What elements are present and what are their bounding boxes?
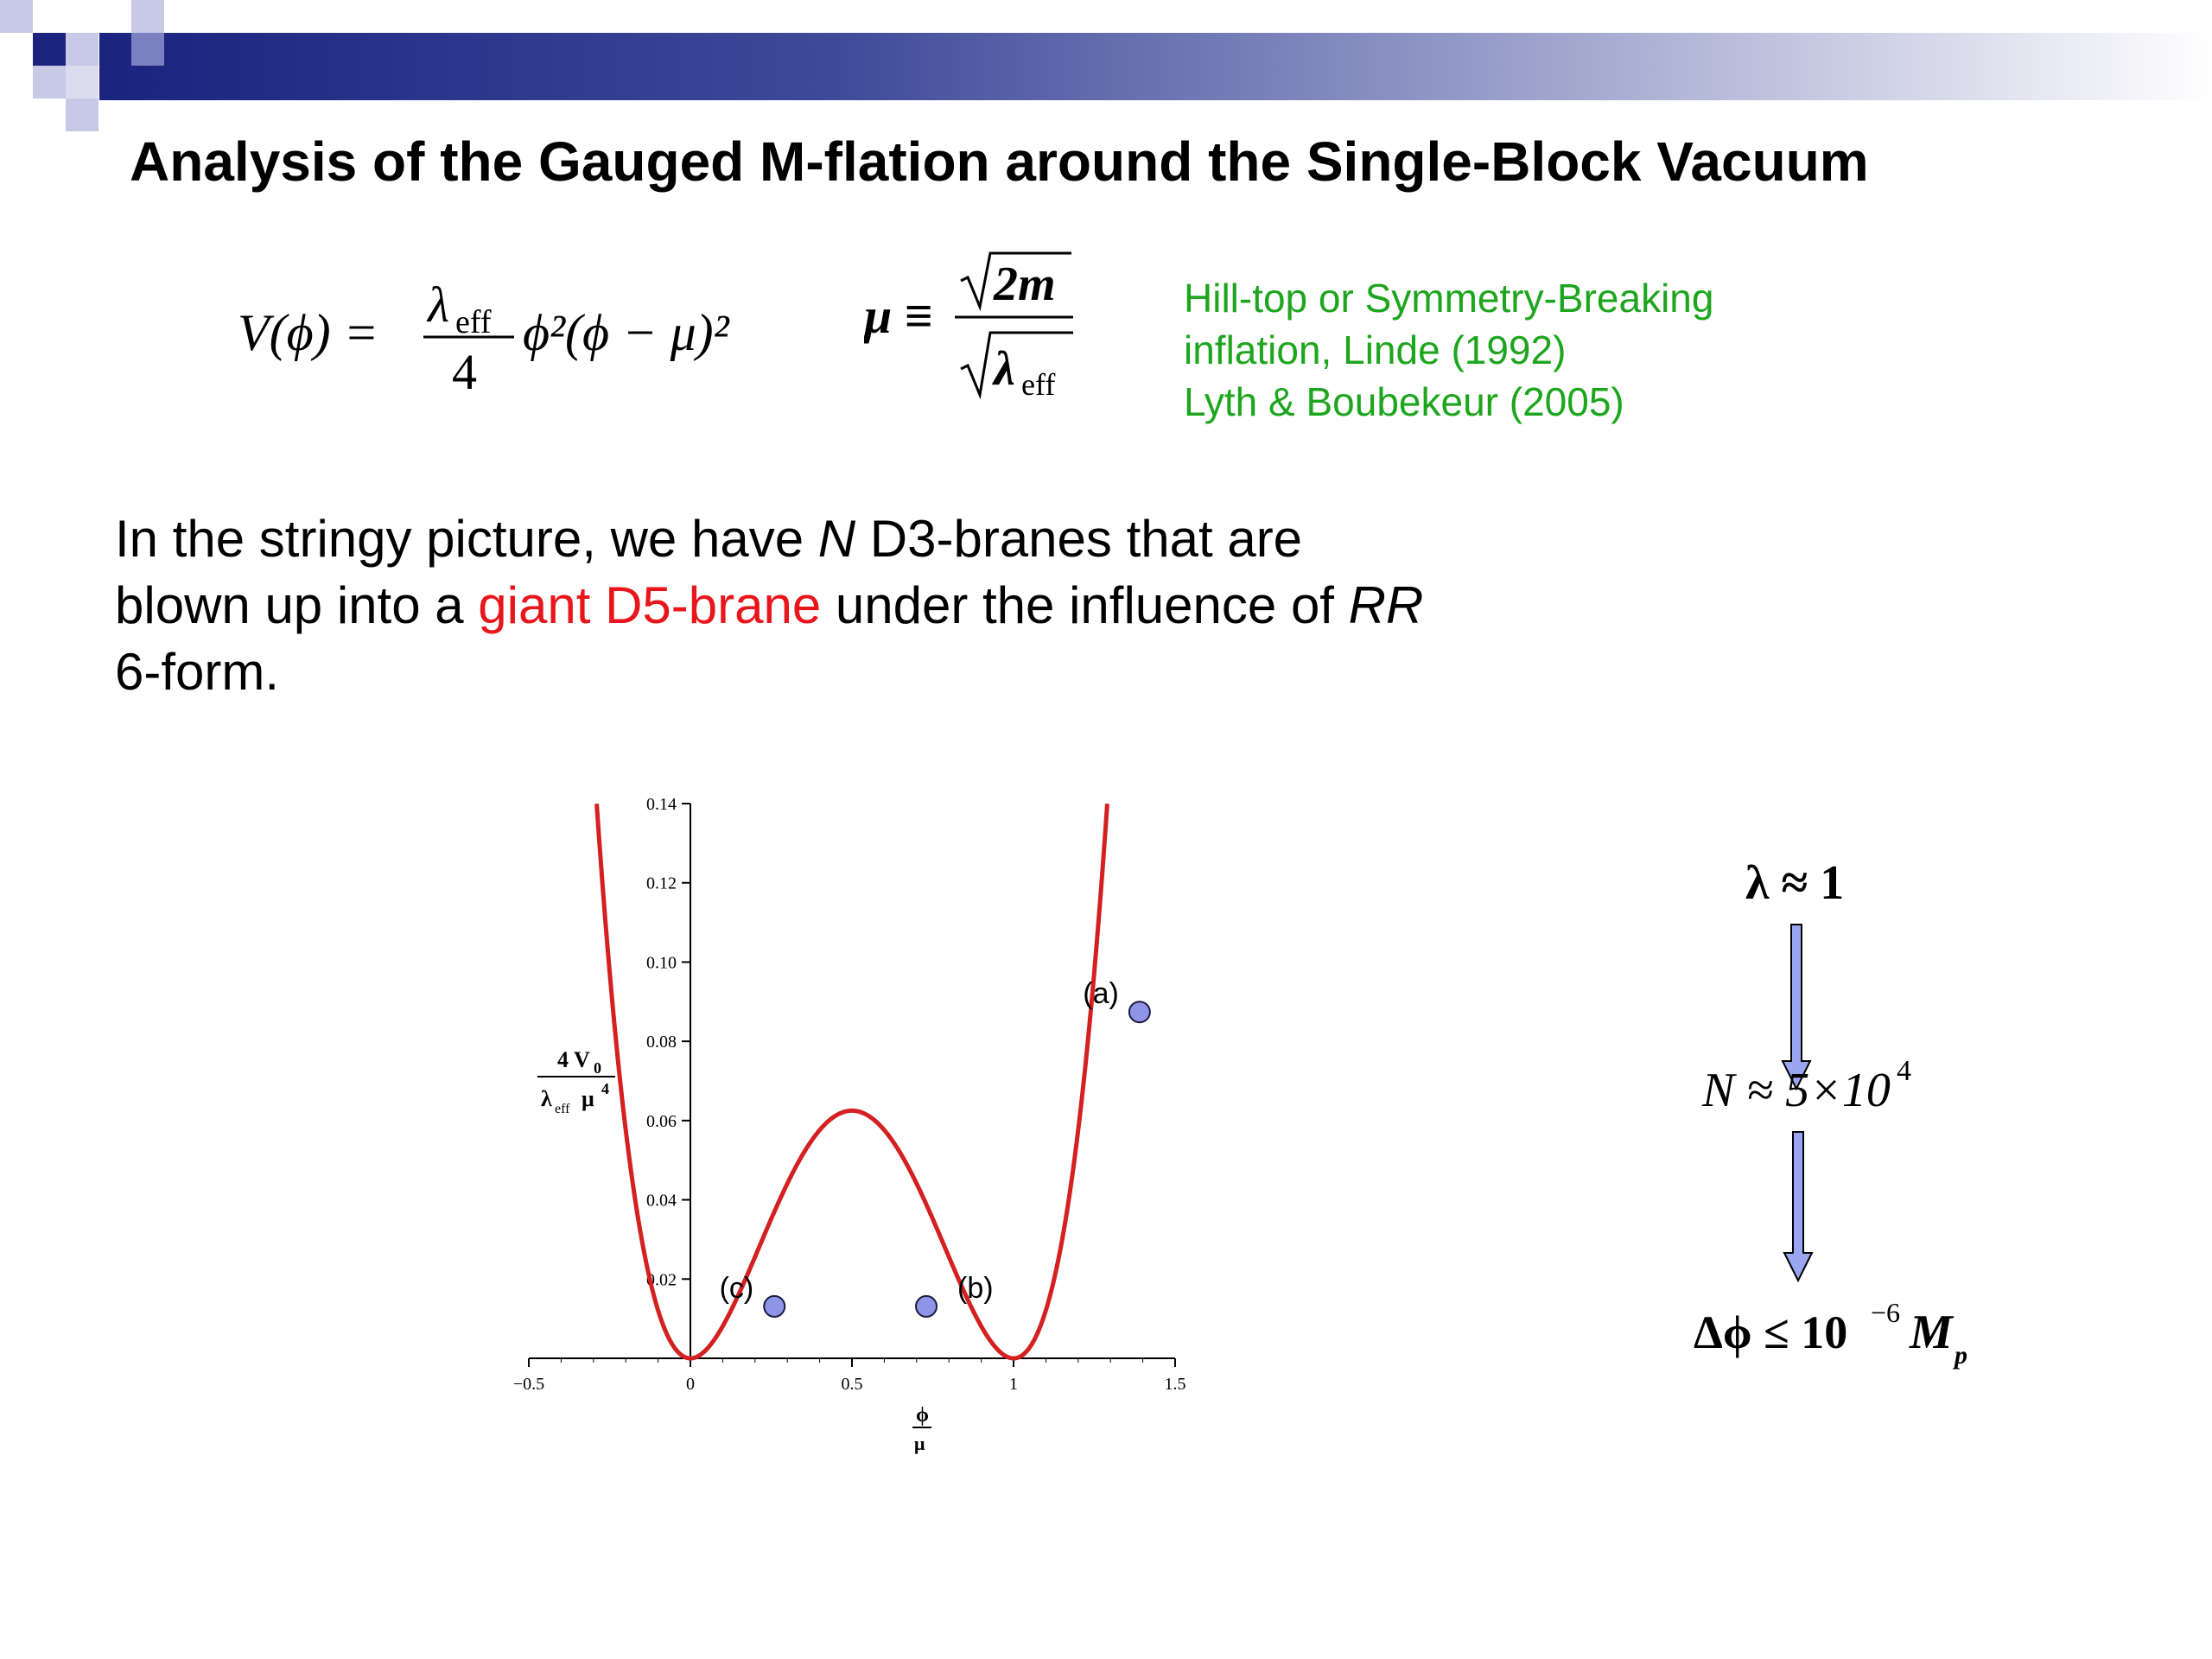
mu-lhs: μ ≡	[864, 288, 933, 344]
slide-title: Analysis of the Gauged M-flation around …	[130, 130, 1869, 193]
y-tick-label: 0.12	[646, 874, 677, 893]
reference-line: Hill-top or Symmetry-Breaking	[1184, 276, 1714, 321]
chart-point-marker	[763, 1294, 786, 1318]
header-square	[66, 66, 99, 99]
chart-axis-labels: 4 V 0 λ eff μ 4 ϕ μ	[537, 1047, 931, 1454]
header-square	[131, 0, 164, 33]
flow-n-base: N ≈ 5×10	[1701, 1064, 1891, 1117]
header-square	[33, 66, 66, 99]
body-italic-rr: RR	[1348, 576, 1424, 634]
down-arrow-icon	[1781, 924, 1812, 1091]
y-tick-label: 0.14	[646, 795, 677, 814]
potential-lhs: V(ϕ) =	[238, 304, 378, 361]
flow-planck-sub: p	[1952, 1341, 1967, 1370]
potential-num-sub: eff	[455, 304, 492, 340]
header-square	[0, 0, 33, 33]
y-tick-label: 0.10	[646, 953, 677, 972]
y-axis-label-num-sub: 0	[594, 1059, 601, 1077]
potential-chart: −0.5 0 0.5 1 1.5 0.02 0.04 0.06 0.08 0.10 0.12 0.14…	[513, 795, 1186, 1454]
mu-den-sub: eff	[1021, 367, 1055, 402]
potential-num: λ	[426, 276, 449, 333]
y-axis-label-den: λ	[541, 1086, 552, 1111]
header-square	[131, 33, 164, 66]
reference-line: Lyth & Boubekeur (2005)	[1184, 379, 1624, 424]
flow-lambda: λ ≈ 1	[1745, 856, 1844, 910]
body-line-2: blown up into a giant D5-brane under the…	[115, 572, 1584, 639]
y-axis-label-den-sub: eff	[555, 1102, 570, 1116]
y-axis-label-den-sup: 4	[601, 1080, 609, 1097]
x-axis-label-num: ϕ	[916, 1404, 929, 1427]
body-text-span: blown up into a	[115, 576, 479, 634]
highlight-giant-d5-brane: giant D5-brane	[478, 576, 822, 634]
body-italic-n: N	[817, 510, 856, 568]
x-tick-label: 1	[1009, 1375, 1018, 1394]
y-axis-label-num: 4 V	[557, 1047, 590, 1072]
y-tick-label: 0.04	[646, 1192, 677, 1211]
header-band	[99, 33, 2212, 100]
x-tick-label: 0.5	[842, 1375, 863, 1394]
chart-point-label: (c)	[720, 1272, 754, 1305]
reference-line: inflation, Linde (1992)	[1184, 327, 1567, 372]
down-arrow-icon	[1783, 1131, 1814, 1283]
body-paragraph: In the stringy picture, we have N D3-bra…	[115, 505, 1584, 705]
flow-planck-mass: M	[1909, 1306, 1955, 1359]
reference-citation: Hill-top or Symmetry-Breaking inflation,…	[1184, 272, 1961, 428]
chart-point-marker	[915, 1294, 938, 1318]
body-text-span: In the stringy picture, we have	[115, 510, 818, 568]
y-tick-label: 0.06	[646, 1112, 677, 1131]
chart-point-label: (b)	[957, 1272, 994, 1305]
potential-rhs: ϕ²(ϕ − μ)²	[523, 304, 730, 361]
x-tick-label: 0	[686, 1375, 695, 1394]
chart-point-marker	[1128, 1001, 1151, 1024]
chart-ticks: −0.5 0 0.5 1 1.5 0.02 0.04 0.06 0.08 0.10 0.12 0.14	[513, 795, 1186, 1394]
header-square	[66, 33, 99, 66]
body-text-span: under the influence of	[821, 576, 1349, 634]
x-tick-label: −0.5	[513, 1375, 544, 1394]
y-axis-label-den-mu: μ	[582, 1086, 594, 1111]
parameter-flow: λ ≈ 1 N ≈ 5×10 4 Δϕ ≤ 10 −6 M p	[1694, 856, 1967, 1370]
flow-delta-phi-exp: −6	[1871, 1297, 1900, 1328]
header-square	[66, 99, 99, 131]
chart-points: (a) (b) (c)	[720, 977, 1151, 1318]
body-line-1: In the stringy picture, we have N D3-bra…	[115, 505, 1584, 572]
mu-definition-formula: μ ≡ 2m λ eff	[864, 251, 1073, 402]
potential-formula: V(ϕ) = λ eff 4 ϕ²(ϕ − μ)²	[238, 276, 730, 400]
body-text-span: D3-branes that are	[855, 510, 1303, 568]
chart-axes	[529, 804, 1175, 1359]
potential-den: 4	[452, 344, 477, 400]
header-square	[33, 33, 66, 66]
body-line-3: 6-form.	[115, 643, 280, 701]
chart-point-label: (a)	[1083, 977, 1119, 1010]
potential-curve	[594, 804, 1109, 1361]
y-tick-label: 0.08	[646, 1033, 677, 1052]
mu-num: 2m	[993, 257, 1056, 311]
flow-n-exp: 4	[1897, 1055, 1911, 1087]
mu-den: λ	[992, 342, 1015, 396]
y-tick-label: 0.02	[646, 1270, 677, 1289]
x-tick-label: 1.5	[1165, 1375, 1186, 1394]
x-axis-label-den: μ	[914, 1433, 925, 1454]
flow-delta-phi-base: Δϕ ≤ 10	[1694, 1306, 1847, 1358]
